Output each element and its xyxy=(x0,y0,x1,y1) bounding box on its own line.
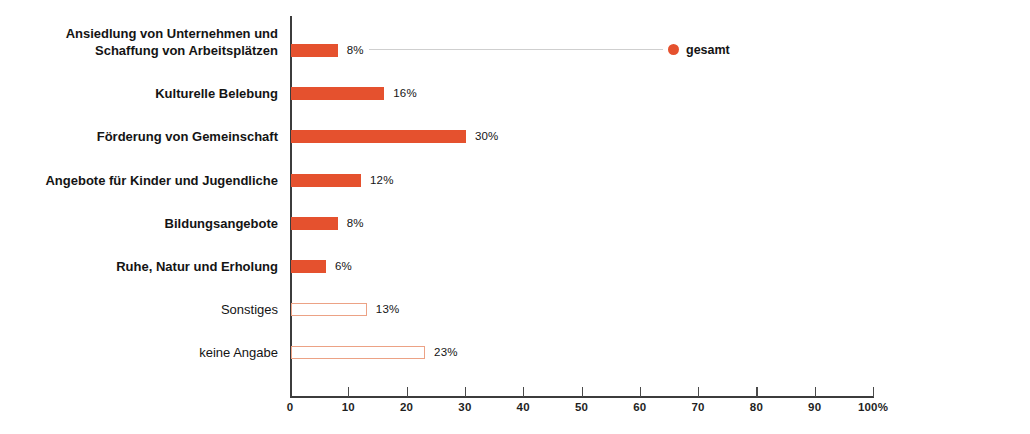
x-tick-mark xyxy=(756,387,757,397)
x-tick-label: 80 xyxy=(732,401,780,413)
x-tick-label: 70 xyxy=(674,401,722,413)
x-tick-mark xyxy=(698,387,699,397)
value-label: 8% xyxy=(347,44,364,57)
category-label: Förderung von Gemeinschaft xyxy=(23,128,278,145)
value-label: 12% xyxy=(370,174,394,187)
legend-dot-icon xyxy=(668,44,679,55)
category-label: Sonstiges xyxy=(23,301,278,318)
x-tick-label: 10 xyxy=(324,401,372,413)
x-tick-label: 100% xyxy=(849,401,897,413)
value-label: 13% xyxy=(376,303,400,316)
bar xyxy=(291,174,361,187)
x-tick-label: 40 xyxy=(499,401,547,413)
x-tick-mark xyxy=(582,387,583,397)
category-label: Bildungsangebote xyxy=(23,215,278,232)
bar-chart: Ansiedlung von Unternehmen und Schaffung… xyxy=(0,0,1030,434)
legend-label: gesamt xyxy=(686,43,730,57)
y-axis-line xyxy=(290,16,292,397)
value-label: 23% xyxy=(434,346,458,359)
x-tick-label: 0 xyxy=(266,401,314,413)
x-tick-mark xyxy=(407,387,408,397)
x-tick-mark xyxy=(873,387,874,397)
category-label: Ruhe, Natur und Erholung xyxy=(23,258,278,275)
bar xyxy=(291,87,384,100)
value-label: 16% xyxy=(393,87,417,100)
x-tick-label: 20 xyxy=(383,401,431,413)
x-tick-mark xyxy=(523,387,524,397)
bar xyxy=(291,260,326,273)
x-tick-mark xyxy=(640,387,641,397)
x-tick-mark xyxy=(465,387,466,397)
x-tick-label: 60 xyxy=(616,401,664,413)
category-label: Angebote für Kinder und Jugendliche xyxy=(23,172,278,189)
legend-leader-line xyxy=(369,49,663,50)
bar xyxy=(291,44,338,57)
category-label: keine Angabe xyxy=(23,344,278,361)
x-tick-label: 90 xyxy=(791,401,839,413)
bar xyxy=(291,130,466,143)
category-label: Ansiedlung von Unternehmen und Schaffung… xyxy=(23,25,278,59)
bar xyxy=(291,217,338,230)
value-label: 8% xyxy=(347,217,364,230)
bar xyxy=(291,303,367,316)
category-label: Kulturelle Belebung xyxy=(23,85,278,102)
value-label: 6% xyxy=(335,260,352,273)
x-tick-label: 30 xyxy=(441,401,489,413)
x-tick-mark xyxy=(815,387,816,397)
bar xyxy=(291,346,425,359)
x-tick-label: 50 xyxy=(558,401,606,413)
value-label: 30% xyxy=(475,130,499,143)
x-tick-mark xyxy=(348,387,349,397)
